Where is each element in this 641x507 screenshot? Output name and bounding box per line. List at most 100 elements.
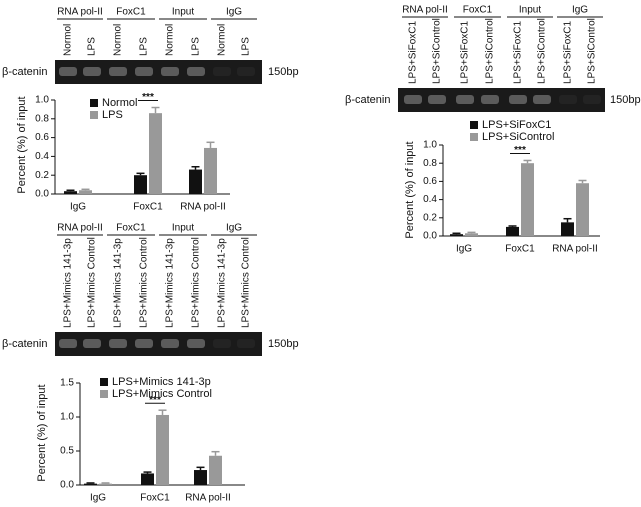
significance-label: *** [149, 395, 161, 406]
significance-label: *** [514, 145, 526, 156]
gel-band [135, 339, 153, 348]
gel-band [456, 95, 474, 104]
gel-group-label: IgG [226, 7, 242, 18]
gel-target: β-catenin [2, 66, 47, 78]
bar [561, 222, 574, 236]
x-tick-label: FoxC1 [133, 202, 163, 213]
gel-lane-label: LPS+SiFoxC1 [408, 20, 419, 84]
y-axis-label: Percent (%) of input [404, 141, 416, 238]
gel-lane-label: LPS+SiFoxC1 [513, 20, 524, 84]
legend-swatch [470, 121, 478, 129]
bar [84, 483, 97, 485]
gel-band [109, 67, 127, 76]
gel-lane-label: LPS [87, 37, 98, 56]
gel-lane-label: LPS+Mimics Control [87, 237, 98, 328]
gel-lane-label: LPS+Mimics 141-3p [113, 238, 124, 328]
bar [194, 470, 207, 485]
gel-band [509, 95, 527, 104]
gel-lane-label: LPS+SiControl [537, 18, 548, 84]
y-tick-label: 1.0 [35, 95, 49, 106]
y-tick-label: 0.2 [35, 170, 49, 181]
y-tick-label: 1.5 [60, 378, 74, 389]
x-tick-label: RNA pol-II [180, 202, 226, 213]
legend-label: LPS+Mimics Control [112, 388, 212, 400]
bar [450, 234, 463, 236]
y-tick-label: 0.6 [35, 132, 49, 143]
bar [64, 191, 77, 194]
y-tick-label: 0.4 [423, 194, 437, 205]
gel-group-label: Input [519, 5, 541, 16]
bar [149, 113, 162, 194]
y-tick-label: 0.0 [423, 231, 437, 242]
legend-swatch [90, 111, 98, 119]
legend-label: LPS+SiFoxC1 [482, 119, 551, 131]
gel-lane-label: Normol [63, 24, 74, 56]
gel-group-label: IgG [572, 5, 588, 16]
bar [134, 175, 147, 194]
x-tick-label: IgG [70, 202, 86, 213]
y-tick-label: 0.8 [423, 158, 437, 169]
gel-size: 150bp [610, 94, 641, 106]
y-tick-label: 0.6 [423, 176, 437, 187]
bar [204, 147, 217, 194]
gel-group-label: IgG [226, 223, 242, 234]
y-tick-label: 0.5 [60, 446, 74, 457]
gel-group-label: RNA pol-II [402, 5, 448, 16]
gel-band [213, 67, 231, 76]
gel-group-label: Input [172, 223, 194, 234]
significance-label: *** [142, 92, 154, 103]
gel-lane-label: Normol [113, 24, 124, 56]
bar [156, 414, 169, 485]
gel-size: 150bp [268, 66, 299, 78]
bar [576, 183, 589, 236]
gel-lane-label: Normol [217, 24, 228, 56]
gel-lane-label: LPS+Mimics 141-3p [165, 238, 176, 328]
gel-lane-label: LPS [241, 37, 252, 56]
gel-target: β-catenin [345, 94, 390, 106]
legend-swatch [470, 133, 478, 141]
x-tick-label: FoxC1 [140, 493, 170, 504]
gel-band [161, 67, 179, 76]
gel-band [481, 95, 499, 104]
bar [99, 483, 112, 485]
x-tick-label: FoxC1 [505, 244, 535, 255]
gel-size: 150bp [268, 338, 299, 350]
gel-group-label: FoxC1 [463, 5, 493, 16]
gel-band [187, 67, 205, 76]
gel-band [59, 67, 77, 76]
bar [506, 226, 519, 236]
gel-lane-label: LPS+SiControl [587, 18, 598, 84]
gel-lane-label: LPS+SiControl [485, 18, 496, 84]
x-tick-label: RNA pol-II [552, 244, 598, 255]
y-tick-label: 0.4 [35, 151, 49, 162]
bar [141, 473, 154, 485]
x-tick-label: RNA pol-II [185, 493, 231, 504]
legend-label: LPS [102, 109, 123, 121]
gel-group-label: RNA pol-II [57, 223, 103, 234]
gel-band [187, 339, 205, 348]
gel-band [59, 339, 77, 348]
gel-group-label: Input [172, 7, 194, 18]
gel-lane-label: LPS+Mimics Control [191, 237, 202, 328]
gel-lane-label: LPS+SiFoxC1 [563, 20, 574, 84]
gel-lane-label: LPS+Mimics 141-3p [217, 238, 228, 328]
y-tick-label: 0.0 [60, 480, 74, 491]
bar [521, 163, 534, 236]
y-tick-label: 1.0 [60, 412, 74, 423]
gel-band [428, 95, 446, 104]
legend-label: LPS+SiControl [482, 131, 554, 143]
gel-band [533, 95, 551, 104]
legend-swatch [100, 378, 108, 386]
x-tick-label: IgG [456, 244, 472, 255]
bar [209, 455, 222, 485]
gel-band [237, 67, 255, 76]
legend-label: Normol [102, 97, 137, 109]
gel-lane-label: LPS+Mimics Control [241, 237, 252, 328]
gel-lane-label: LPS [139, 37, 150, 56]
legend-swatch [90, 99, 98, 107]
bar [79, 190, 92, 194]
gel-lane-label: Normol [165, 24, 176, 56]
gel-image [55, 332, 262, 356]
